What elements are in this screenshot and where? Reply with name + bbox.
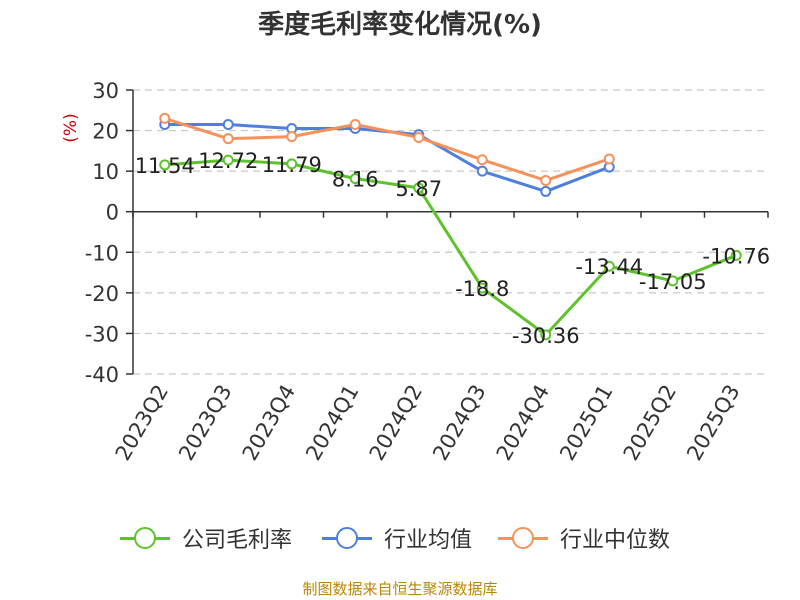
data-point (222, 133, 234, 145)
legend-label: 公司毛利率 (182, 528, 293, 553)
x-tick-label: 2025Q3 (682, 381, 744, 465)
data-label: 11.79 (262, 153, 322, 177)
series-points (159, 112, 742, 341)
data-label: 8.16 (332, 168, 379, 192)
data-point (540, 329, 552, 341)
x-tick-label: 2023Q4 (238, 381, 300, 465)
data-point (730, 249, 742, 261)
data-label: 11.54 (135, 154, 195, 178)
y-tick-label: 30 (92, 79, 119, 103)
y-tick-label: -20 (85, 282, 119, 306)
legend-label: 行业均值 (384, 528, 473, 553)
data-point (540, 174, 552, 186)
legend-marker-icon (120, 523, 170, 553)
data-point (667, 275, 679, 287)
legend-marker-icon (498, 523, 548, 553)
x-tick-label: 2024Q4 (492, 381, 554, 465)
data-point (603, 153, 615, 165)
data-point (413, 131, 425, 143)
legend-item-industry-median[interactable]: 行业中位数 (498, 520, 670, 556)
data-label: -10.76 (702, 244, 770, 268)
legend: 公司毛利率 行业均值 行业中位数 (0, 520, 800, 556)
y-tick-label: -10 (85, 241, 119, 265)
y-tick-label: 10 (92, 160, 119, 184)
data-label: -18.8 (455, 277, 509, 301)
data-point (286, 158, 298, 170)
data-point (222, 154, 234, 166)
data-label: -13.44 (575, 255, 643, 279)
x-tick-label: 2024Q1 (301, 381, 363, 465)
y-tick-label: 20 (92, 120, 119, 144)
data-point (413, 182, 425, 194)
data-label: 12.72 (198, 149, 258, 173)
data-point (222, 118, 234, 130)
series-lines (164, 116, 737, 337)
data-label: -17.05 (639, 270, 707, 294)
y-tick-label: -40 (85, 363, 119, 387)
y-tick-label: -30 (85, 322, 119, 346)
y-axis-label: (%) (61, 113, 81, 142)
x-tick-label: 2024Q2 (365, 381, 427, 465)
x-tick-label: 2023Q2 (111, 381, 173, 465)
chart-title: 季度毛利率变化情况(%) (258, 10, 542, 40)
data-point (349, 118, 361, 130)
data-label: -30.36 (512, 324, 580, 348)
data-point (349, 173, 361, 185)
data-label: 5.87 (395, 177, 442, 201)
data-point (476, 154, 488, 166)
x-tick-label: 2023Q3 (174, 381, 236, 465)
data-point (286, 131, 298, 143)
data-point (476, 282, 488, 294)
legend-label: 行业中位数 (560, 528, 671, 553)
data-point (540, 185, 552, 197)
y-tick-label: 0 (106, 201, 119, 225)
source-note: 制图数据来自恒生聚源数据库 (302, 580, 498, 598)
grid-lines (133, 89, 768, 375)
data-point (603, 260, 615, 272)
data-point (159, 159, 171, 171)
series-line (164, 158, 737, 337)
x-tick-label: 2025Q1 (555, 381, 617, 465)
data-point (476, 165, 488, 177)
legend-marker-icon (322, 523, 372, 553)
x-tick-label: 2024Q3 (428, 381, 490, 465)
legend-item-company[interactable]: 公司毛利率 (120, 520, 292, 556)
axes (126, 89, 769, 375)
data-labels: 11.54 12.72 11.79 8.16 5.87 -18.8-30.36 -13.44… (135, 149, 770, 348)
data-point (159, 112, 171, 124)
series-line (164, 116, 610, 182)
legend-item-industry-mean[interactable]: 行业均值 (322, 520, 472, 556)
x-tick-label: 2025Q2 (619, 381, 681, 465)
